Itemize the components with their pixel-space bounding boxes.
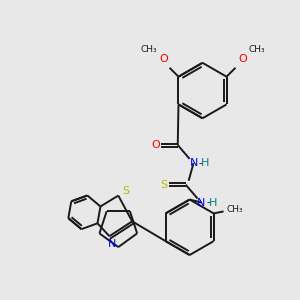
Text: N: N — [197, 197, 206, 208]
Text: N: N — [189, 158, 198, 168]
Text: S: S — [123, 186, 130, 196]
Text: CH₃: CH₃ — [226, 205, 243, 214]
Text: N: N — [108, 239, 116, 249]
Text: -: - — [199, 158, 202, 168]
Text: CH₃: CH₃ — [249, 45, 266, 54]
Text: O: O — [159, 54, 168, 64]
Text: S: S — [160, 180, 167, 190]
Text: O: O — [152, 140, 160, 150]
Text: -: - — [207, 197, 210, 208]
Text: H: H — [201, 158, 210, 168]
Text: H: H — [209, 197, 218, 208]
Text: O: O — [238, 54, 247, 64]
Text: CH₃: CH₃ — [140, 45, 157, 54]
